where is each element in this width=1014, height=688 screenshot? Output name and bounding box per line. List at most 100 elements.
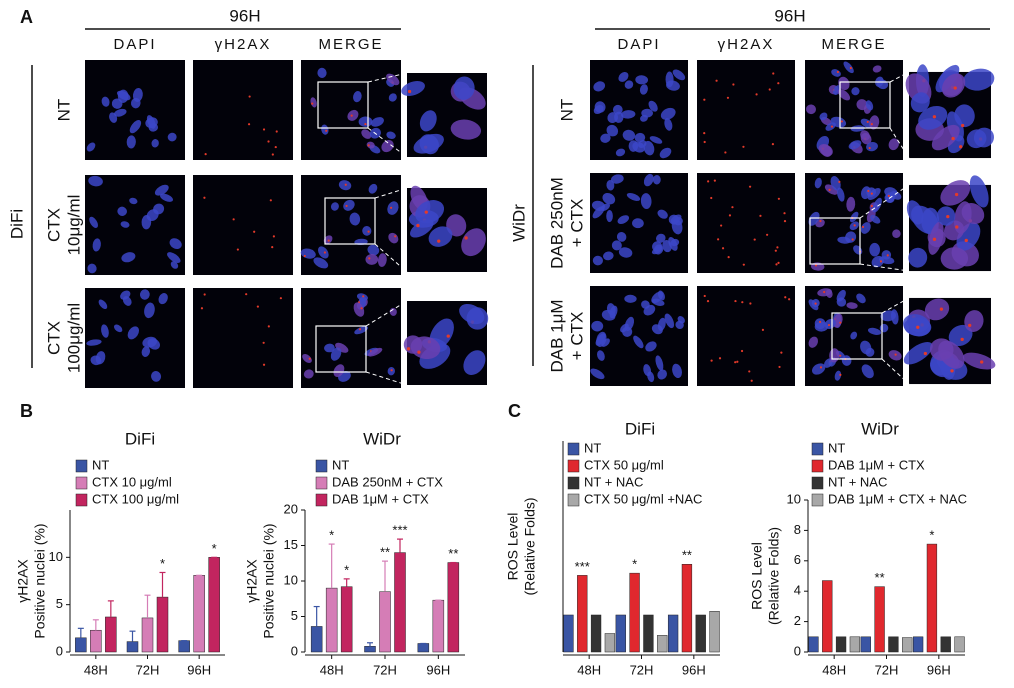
bar	[432, 599, 445, 653]
foci	[703, 132, 706, 135]
nucleus	[941, 73, 966, 98]
nucleus	[867, 187, 881, 200]
foci	[951, 136, 955, 141]
foci	[204, 152, 207, 156]
foci	[203, 196, 206, 199]
nucleus	[595, 333, 606, 346]
zoom-box	[324, 197, 376, 245]
foci	[818, 320, 822, 324]
panel-label: A	[20, 7, 33, 27]
nucleus	[365, 253, 379, 265]
foci	[407, 89, 412, 94]
nucleus	[154, 184, 169, 196]
zoom-line	[889, 127, 910, 159]
foci	[406, 347, 411, 351]
bar	[208, 557, 220, 653]
foci	[713, 179, 716, 182]
nucleus	[347, 109, 359, 121]
legend-swatch	[315, 459, 328, 473]
nucleus	[856, 293, 866, 304]
nucleus	[353, 302, 365, 317]
micrograph	[805, 286, 903, 386]
nucleus	[606, 180, 615, 191]
nucleus	[961, 203, 985, 225]
bar	[379, 591, 391, 653]
nucleus	[167, 132, 177, 142]
y-axis-label: γH2AX	[15, 559, 31, 603]
error-bar	[77, 627, 84, 638]
zoom-line	[367, 127, 408, 158]
nucleus	[615, 148, 626, 157]
y-axis-label: Positive nuclei (%)	[32, 523, 48, 638]
nucleus	[386, 131, 396, 139]
foci	[416, 223, 420, 228]
nucleus	[652, 174, 661, 185]
nucleus	[606, 209, 613, 223]
nucleus	[87, 263, 97, 274]
timepoint-label: 96H	[229, 6, 260, 25]
nucleus	[401, 81, 425, 96]
zoom-line	[881, 297, 910, 314]
bar	[808, 636, 819, 653]
foci	[728, 214, 732, 217]
legend-label: CTX 50 μg/ml +NAC	[584, 491, 702, 506]
bar	[822, 580, 833, 653]
foci	[838, 180, 841, 183]
nucleus	[321, 124, 329, 135]
nucleus	[869, 115, 880, 130]
significance-label: ***	[575, 559, 590, 574]
foci	[768, 88, 771, 91]
zoom-line	[374, 243, 408, 273]
nucleus	[962, 352, 996, 370]
error-bar	[92, 619, 99, 631]
foci	[736, 360, 739, 363]
nucleus	[592, 255, 603, 266]
nucleus	[634, 132, 646, 143]
foci	[814, 302, 817, 305]
image-background	[697, 173, 795, 273]
foci	[271, 246, 274, 249]
nucleus	[837, 89, 851, 101]
nucleus	[594, 101, 606, 113]
foci	[827, 323, 831, 327]
chart-title: WiDr	[363, 429, 401, 448]
foci	[774, 249, 777, 252]
foci	[784, 296, 787, 299]
nucleus	[969, 175, 989, 208]
nucleus	[643, 364, 652, 377]
micrograph	[401, 73, 487, 157]
nucleus	[593, 81, 606, 92]
nucleus	[633, 335, 644, 349]
nucleus	[652, 241, 663, 252]
micrograph	[590, 173, 688, 273]
foci	[417, 350, 421, 354]
nucleus	[153, 203, 165, 215]
bar	[604, 633, 616, 653]
nucleus	[310, 97, 317, 108]
nucleus	[324, 343, 335, 353]
zoom-line	[889, 71, 910, 83]
nucleus	[117, 206, 127, 216]
foci	[437, 239, 441, 243]
nucleus	[851, 87, 860, 96]
nucleus	[836, 297, 847, 307]
nucleus	[871, 255, 884, 268]
bar	[615, 614, 626, 653]
foci	[350, 114, 353, 117]
nucleus	[142, 336, 158, 348]
micrograph	[403, 301, 489, 385]
nucleus	[101, 324, 109, 338]
legend-label: CTX 100 μg/ml	[92, 491, 179, 506]
nucleus	[824, 318, 836, 329]
nucleus	[671, 218, 683, 235]
foci	[960, 123, 965, 128]
micrograph	[590, 286, 688, 386]
nucleus	[620, 110, 636, 119]
nucleus	[114, 108, 127, 117]
foci	[980, 360, 984, 364]
nucleus	[127, 326, 140, 340]
nucleus	[428, 226, 453, 247]
foci	[710, 359, 713, 362]
nucleus	[313, 257, 329, 269]
foci	[311, 102, 314, 105]
